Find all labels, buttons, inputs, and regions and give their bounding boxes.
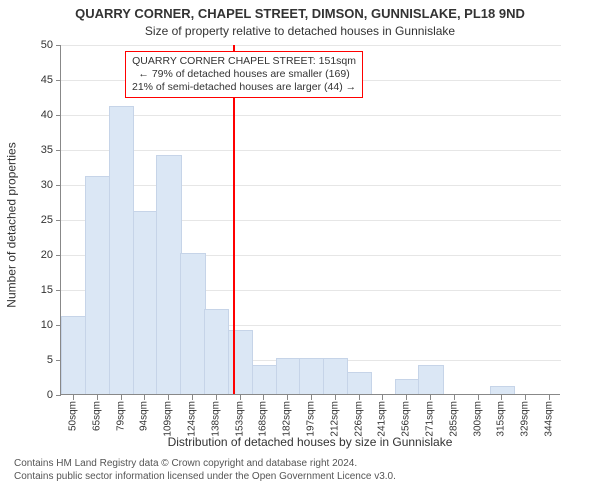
y-tick-label: 5: [23, 354, 53, 366]
x-tick-label: 212sqm: [329, 401, 340, 437]
y-tick-mark: [56, 220, 61, 221]
x-tick-mark: [525, 395, 526, 400]
x-tick-label: 315sqm: [496, 401, 507, 437]
annotation-box: QUARRY CORNER CHAPEL STREET: 151sqm← 79%…: [125, 51, 363, 98]
histogram-bar: [490, 386, 515, 394]
x-tick-label: 285sqm: [448, 401, 459, 437]
x-tick-label: 256sqm: [401, 401, 412, 437]
x-tick-mark: [382, 395, 383, 400]
histogram-bar: [156, 155, 181, 394]
footer-line-2: Contains public sector information licen…: [14, 471, 396, 484]
y-tick-label: 20: [23, 249, 53, 261]
x-tick-label: 65sqm: [91, 401, 102, 431]
y-tick-mark: [56, 290, 61, 291]
annotation-line: ← 79% of detached houses are smaller (16…: [132, 68, 356, 81]
gridline: [61, 150, 561, 151]
x-tick-mark: [501, 395, 502, 400]
x-tick-label: 241sqm: [377, 401, 388, 437]
y-tick-mark: [56, 185, 61, 186]
y-tick-mark: [56, 255, 61, 256]
x-tick-mark: [121, 395, 122, 400]
plot-area: 0510152025303540455050sqm65sqm79sqm94sqm…: [60, 45, 560, 395]
histogram-bar: [418, 365, 443, 394]
x-tick-mark: [430, 395, 431, 400]
x-tick-label: 300sqm: [472, 401, 483, 437]
y-tick-mark: [56, 395, 61, 396]
annotation-line: QUARRY CORNER CHAPEL STREET: 151sqm: [132, 55, 356, 68]
x-tick-mark: [168, 395, 169, 400]
y-tick-label: 15: [23, 284, 53, 296]
x-tick-mark: [406, 395, 407, 400]
histogram-bar: [252, 365, 277, 394]
x-tick-label: 153sqm: [234, 401, 245, 437]
y-tick-label: 40: [23, 109, 53, 121]
x-tick-mark: [478, 395, 479, 400]
y-tick-mark: [56, 45, 61, 46]
y-tick-label: 0: [23, 389, 53, 401]
y-tick-mark: [56, 80, 61, 81]
y-tick-label: 45: [23, 74, 53, 86]
footer-line-1: Contains HM Land Registry data © Crown c…: [14, 458, 396, 471]
y-tick-label: 25: [23, 214, 53, 226]
chart-subtitle: Size of property relative to detached ho…: [0, 24, 600, 38]
histogram-bar: [299, 358, 324, 394]
x-tick-label: 226sqm: [353, 401, 364, 437]
x-tick-label: 79sqm: [115, 401, 126, 431]
histogram-bar: [61, 316, 86, 394]
x-tick-label: 344sqm: [544, 401, 555, 437]
histogram-bar: [85, 176, 110, 394]
gridline: [61, 45, 561, 46]
histogram-bar: [204, 309, 229, 394]
x-tick-mark: [144, 395, 145, 400]
histogram-bar: [323, 358, 348, 394]
y-tick-label: 10: [23, 319, 53, 331]
x-tick-label: 94sqm: [139, 401, 150, 431]
chart-container: QUARRY CORNER, CHAPEL STREET, DIMSON, GU…: [0, 0, 600, 500]
x-tick-mark: [287, 395, 288, 400]
x-tick-mark: [216, 395, 217, 400]
x-tick-label: 124sqm: [186, 401, 197, 437]
histogram-bar: [347, 372, 372, 394]
y-tick-label: 35: [23, 144, 53, 156]
histogram-bar: [109, 106, 134, 394]
x-tick-label: 138sqm: [210, 401, 221, 437]
x-tick-mark: [311, 395, 312, 400]
x-axis-label: Distribution of detached houses by size …: [60, 435, 560, 449]
histogram-bar: [395, 379, 420, 394]
gridline: [61, 115, 561, 116]
x-tick-label: 182sqm: [282, 401, 293, 437]
x-tick-label: 197sqm: [306, 401, 317, 437]
y-tick-label: 30: [23, 179, 53, 191]
x-tick-label: 329sqm: [520, 401, 531, 437]
x-tick-mark: [240, 395, 241, 400]
x-tick-mark: [73, 395, 74, 400]
chart-title: QUARRY CORNER, CHAPEL STREET, DIMSON, GU…: [0, 6, 600, 21]
x-tick-mark: [359, 395, 360, 400]
x-tick-label: 168sqm: [258, 401, 269, 437]
y-tick-mark: [56, 150, 61, 151]
footer-attribution: Contains HM Land Registry data © Crown c…: [14, 458, 396, 483]
histogram-bar: [228, 330, 253, 394]
y-tick-mark: [56, 115, 61, 116]
x-tick-label: 109sqm: [163, 401, 174, 437]
y-tick-label: 50: [23, 39, 53, 51]
histogram-bar: [133, 211, 158, 394]
x-tick-mark: [97, 395, 98, 400]
histogram-bar: [180, 253, 205, 394]
x-tick-mark: [549, 395, 550, 400]
gridline: [61, 185, 561, 186]
y-axis-label: Number of detached properties: [4, 0, 20, 450]
x-tick-mark: [263, 395, 264, 400]
histogram-bar: [276, 358, 301, 394]
annotation-line: 21% of semi-detached houses are larger (…: [132, 81, 356, 94]
x-tick-mark: [192, 395, 193, 400]
x-tick-mark: [454, 395, 455, 400]
x-tick-label: 50sqm: [67, 401, 78, 431]
x-tick-mark: [335, 395, 336, 400]
x-tick-label: 271sqm: [425, 401, 436, 437]
